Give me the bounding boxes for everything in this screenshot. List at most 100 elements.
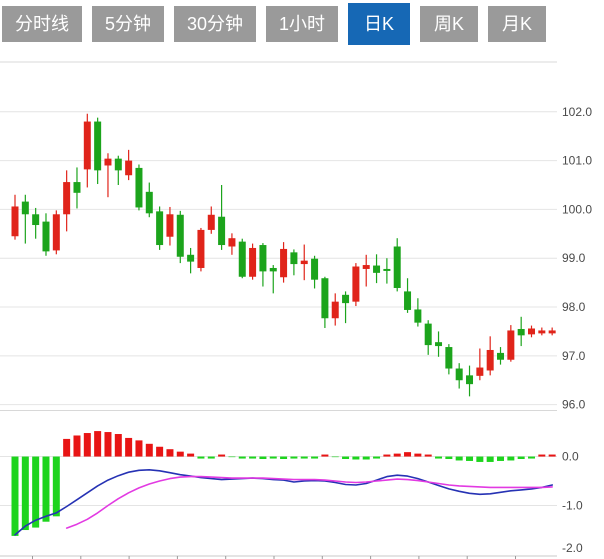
candle-down <box>497 352 505 360</box>
macd-bar-down <box>52 456 60 517</box>
candle-down <box>176 214 184 257</box>
macd-bar-up <box>135 440 143 457</box>
tab-weekly-k[interactable]: 周K <box>420 6 479 42</box>
tab-1hour[interactable]: 1小时 <box>266 6 339 42</box>
macd-bar-up <box>404 452 412 457</box>
macd-bar-up <box>156 446 164 457</box>
macd-axis-label: -1.0 <box>562 499 583 513</box>
macd-bar-down <box>466 456 474 461</box>
candle-down <box>445 347 453 369</box>
candle-up <box>249 247 257 277</box>
macd-bar-down <box>311 456 319 459</box>
candle-down <box>218 216 226 246</box>
macd-bar-up <box>83 433 91 457</box>
macd-bar-down <box>290 456 298 459</box>
macd-dif-line <box>14 468 554 536</box>
candle-up <box>486 349 494 371</box>
macd-bar-up <box>393 453 401 457</box>
main-axis-label: 96.0 <box>562 398 586 412</box>
macd-bar-up <box>94 431 102 457</box>
macd-bar-down <box>435 456 443 459</box>
candle-down <box>156 211 164 246</box>
candle-down <box>269 267 277 272</box>
candle-down <box>259 245 267 272</box>
candle-down <box>342 294 350 304</box>
macd-bar-up <box>176 451 184 457</box>
candle-up <box>352 266 360 302</box>
tab-5min[interactable]: 5分钟 <box>92 6 165 42</box>
tab-30min[interactable]: 30分钟 <box>174 6 257 42</box>
candle-up <box>207 214 215 230</box>
macd-bar-down <box>342 456 350 459</box>
macd-bar-down <box>352 456 360 460</box>
period-tabbar: 分时线 5分钟 30分钟 1小时 日K 周K 月K <box>2 3 547 45</box>
candle-down <box>404 291 412 310</box>
macd-bar-up <box>383 454 391 457</box>
macd-bar-up <box>321 454 329 457</box>
candle-down <box>373 265 381 273</box>
macd-bar-down <box>228 456 236 458</box>
macd-bar-down <box>331 456 339 458</box>
macd-bar-down <box>362 456 370 460</box>
macd-bar-down <box>497 456 505 461</box>
tab-monthly-k[interactable]: 月K <box>488 6 547 42</box>
macd-bar-down <box>280 456 288 459</box>
candle-down <box>238 241 246 277</box>
macd-bar-down <box>11 456 19 536</box>
macd-bar-down <box>238 456 246 459</box>
candle-down <box>466 375 474 385</box>
candle-down <box>383 268 391 271</box>
candle-down <box>73 182 81 193</box>
candle-down <box>42 221 50 252</box>
macd-bar-down <box>207 456 215 459</box>
macd-bar-down <box>32 456 40 528</box>
candle-down <box>21 201 29 215</box>
candle-up <box>52 214 60 251</box>
main-axis-label: 98.0 <box>562 300 586 314</box>
macd-bar-up <box>218 454 226 457</box>
candle-up <box>548 330 556 334</box>
macd-bar-up <box>63 438 71 457</box>
candle-up <box>507 330 515 360</box>
candle-up <box>125 160 133 176</box>
candle-down <box>455 368 463 381</box>
macd-bar-down <box>249 456 257 459</box>
main-axis-label: 100.0 <box>562 202 592 216</box>
macd-bar-down <box>476 456 484 462</box>
candle-down <box>145 191 153 214</box>
tab-time-line[interactable]: 分时线 <box>2 6 82 42</box>
candle-up <box>476 367 484 376</box>
macd-bar-down <box>300 456 308 459</box>
macd-bar-up <box>187 453 195 457</box>
macd-bar-down <box>528 456 535 459</box>
macd-bar-up <box>166 449 174 457</box>
candle-down <box>424 323 432 346</box>
candle-down <box>290 252 298 265</box>
candle-up <box>228 238 236 247</box>
candle-down <box>414 309 422 323</box>
macd-axis-label: -2.0 <box>562 541 583 555</box>
candle-down <box>114 158 122 171</box>
macd-bar-down <box>517 456 525 459</box>
candle-down <box>321 278 329 319</box>
macd-bar-down <box>373 456 381 459</box>
candle-up <box>331 301 339 319</box>
candle-down <box>435 342 443 347</box>
main-axis-label: 97.0 <box>562 349 586 363</box>
macd-bar-down <box>486 456 494 462</box>
tab-daily-k[interactable]: 日K <box>348 3 411 45</box>
candle-up <box>83 121 91 170</box>
macd-bar-up <box>104 432 112 457</box>
macd-bar-down <box>455 456 463 461</box>
main-axis-label: 99.0 <box>562 251 586 265</box>
macd-bar-up <box>538 454 546 457</box>
candle-down <box>94 121 102 171</box>
main-axis-label: 102.0 <box>562 105 592 119</box>
candle-up <box>104 158 112 166</box>
candle-down <box>32 214 40 226</box>
candle-up <box>528 328 535 335</box>
macd-bar-down <box>42 456 50 522</box>
macd-bar-up <box>114 434 122 457</box>
